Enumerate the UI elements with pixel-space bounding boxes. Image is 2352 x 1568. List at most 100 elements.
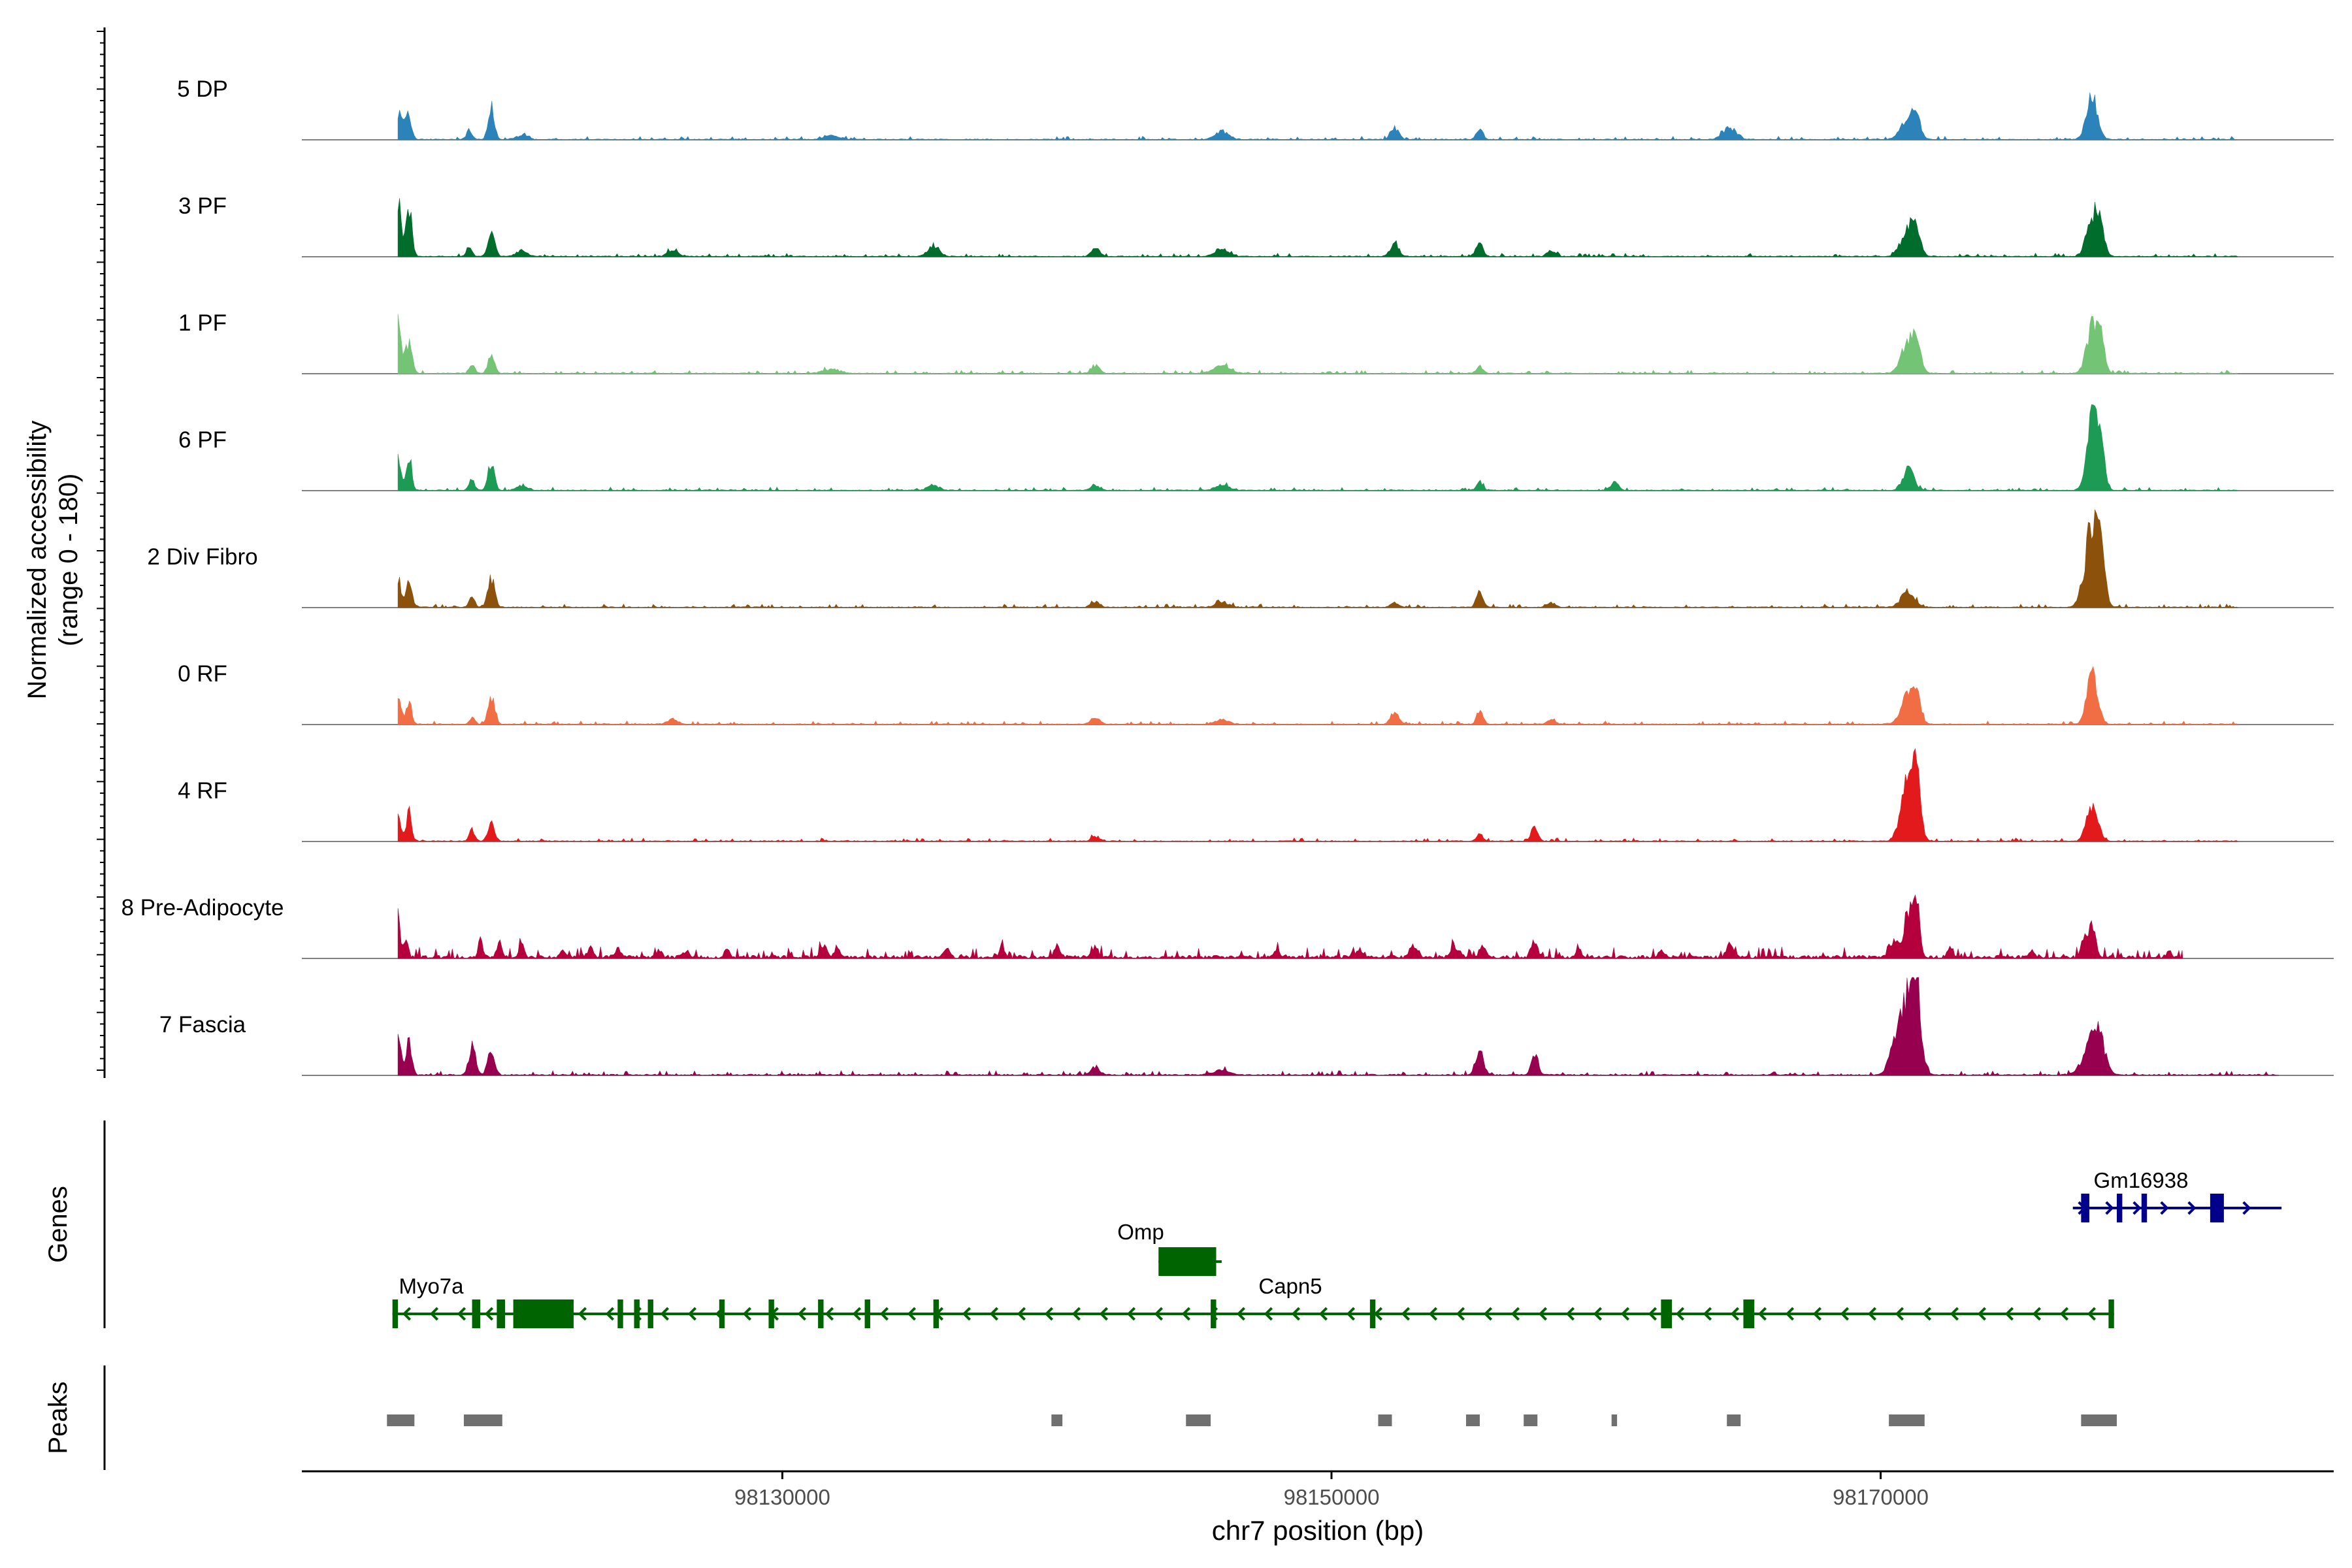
peak-region <box>387 1414 415 1426</box>
peak-region <box>2081 1414 2117 1426</box>
strand-chevron <box>1648 1307 1658 1321</box>
coverage-area <box>397 666 2238 725</box>
strand-chevron <box>797 1307 807 1321</box>
strand-chevron <box>1565 1307 1575 1321</box>
gene-exon <box>1211 1299 1217 1328</box>
strand-chevron <box>1456 1307 1465 1321</box>
strand-chevron <box>1867 1307 1877 1321</box>
coverage-y-axis <box>97 27 106 1078</box>
coverage-area <box>397 198 2238 257</box>
strand-chevron <box>1264 1307 1273 1321</box>
gene-exon <box>1369 1299 1376 1328</box>
gene-capn5: Capn5 <box>513 1274 2114 1328</box>
strand-chevron <box>578 1307 587 1321</box>
gene-gm16938: Gm16938 <box>2072 1168 2282 1222</box>
strand-chevron <box>687 1307 697 1321</box>
strand-chevron <box>1593 1307 1603 1321</box>
strand-chevron <box>1483 1307 1493 1321</box>
strand-chevron <box>2187 1201 2197 1215</box>
track-label: 4 RF <box>178 778 227 804</box>
strand-chevron <box>1291 1307 1301 1321</box>
gene-exon <box>634 1299 640 1328</box>
gene-exon <box>497 1299 505 1328</box>
strand-chevron <box>879 1307 889 1321</box>
gene-exon <box>617 1299 623 1328</box>
gene-models: Myo7a Capn5 Omp Gm16938 <box>392 1168 2282 1328</box>
coverage-area <box>397 92 2238 140</box>
gene-exon <box>2108 1299 2114 1328</box>
peak-region <box>1524 1414 1538 1426</box>
gene-exon <box>2081 1194 2089 1222</box>
strand-chevron <box>1017 1307 1026 1321</box>
track-label: 1 PF <box>178 310 227 336</box>
strand-chevron <box>1401 1307 1411 1321</box>
coverage-track: 1 PF <box>178 310 2334 374</box>
gene-exon <box>1743 1299 1755 1328</box>
strand-chevron <box>989 1307 999 1321</box>
track-label: 2 Div Fibro <box>147 544 257 570</box>
x-tick-label: 98150000 <box>1284 1485 1380 1509</box>
y-axis-label-line1: Normalized accessibility <box>23 421 52 700</box>
track-label: 0 RF <box>178 661 227 687</box>
strand-chevron <box>2032 1307 2042 1321</box>
strand-chevron <box>1757 1307 1767 1321</box>
peak-region <box>1378 1414 1392 1426</box>
strand-chevron <box>1044 1307 1054 1321</box>
strand-chevron <box>1675 1307 1685 1321</box>
gene-exon <box>1158 1247 1217 1276</box>
coverage-track: 5 DP <box>177 76 2334 140</box>
gene-exon <box>719 1299 725 1328</box>
strand-chevron <box>1236 1307 1246 1321</box>
peaks-panel-label: Peaks <box>44 1381 73 1454</box>
peak-region <box>1465 1414 1480 1426</box>
strand-chevron <box>402 1307 412 1321</box>
gene-myo7a: Myo7a <box>392 1274 514 1328</box>
track-label: 7 Fascia <box>159 1012 246 1037</box>
strand-chevron <box>852 1307 862 1321</box>
coverage-area <box>397 977 2279 1076</box>
strand-chevron <box>660 1307 670 1321</box>
gene-exon <box>2210 1194 2224 1222</box>
gene-exon <box>818 1299 824 1328</box>
strand-chevron <box>1154 1307 1164 1321</box>
coverage-area <box>397 894 2183 959</box>
coverage-area <box>397 747 2238 842</box>
strand-chevron <box>2059 1307 2069 1321</box>
gene-exon <box>647 1299 653 1328</box>
strand-chevron <box>2132 1201 2142 1215</box>
peak-region <box>463 1414 502 1426</box>
gene-label: Omp <box>1117 1220 1164 1244</box>
strand-chevron <box>742 1307 752 1321</box>
coverage-track: 7 Fascia <box>159 977 2334 1076</box>
strand-chevron <box>1511 1307 1520 1321</box>
strand-chevron <box>1812 1307 1822 1321</box>
strand-chevron <box>1099 1307 1109 1321</box>
strand-chevron <box>825 1307 834 1321</box>
strand-chevron <box>2105 1201 2114 1215</box>
peak-regions <box>387 1414 2117 1426</box>
gene-omp: Omp <box>1117 1220 1222 1276</box>
peaks-panel: Peaks <box>44 1365 2117 1470</box>
strand-chevron <box>2087 1307 2097 1321</box>
coverage-track: 3 PF <box>178 193 2334 257</box>
strand-chevron <box>1318 1307 1328 1321</box>
gene-exon <box>392 1299 399 1328</box>
track-label: 3 PF <box>178 193 227 219</box>
strand-chevron <box>2242 1201 2251 1215</box>
strand-chevron <box>1428 1307 1438 1321</box>
coverage-tracks: 5 DP 3 PF 1 PF 6 PF 2 Div Fibro 0 RF 4 RF 8 Pre… <box>121 76 2334 1076</box>
strand-chevron <box>1346 1307 1356 1321</box>
gene-exon <box>768 1299 774 1328</box>
strand-chevron <box>1785 1307 1795 1321</box>
y-axis-label: Normalized accessibility (range 0 - 180) <box>23 421 83 700</box>
strand-chevron <box>1730 1307 1740 1321</box>
coverage-area <box>397 509 2238 608</box>
coverage-track: 4 RF <box>178 747 2334 842</box>
coverage-track: 8 Pre-Adipocyte <box>121 894 2334 959</box>
x-axis-title: chr7 position (bp) <box>1212 1515 1424 1546</box>
x-tick-label: 98170000 <box>1833 1485 1929 1509</box>
coverage-track: 2 Div Fibro <box>147 509 2334 608</box>
gene-exon <box>864 1299 870 1328</box>
strand-chevron <box>605 1307 615 1321</box>
strand-chevron <box>1895 1307 1904 1321</box>
